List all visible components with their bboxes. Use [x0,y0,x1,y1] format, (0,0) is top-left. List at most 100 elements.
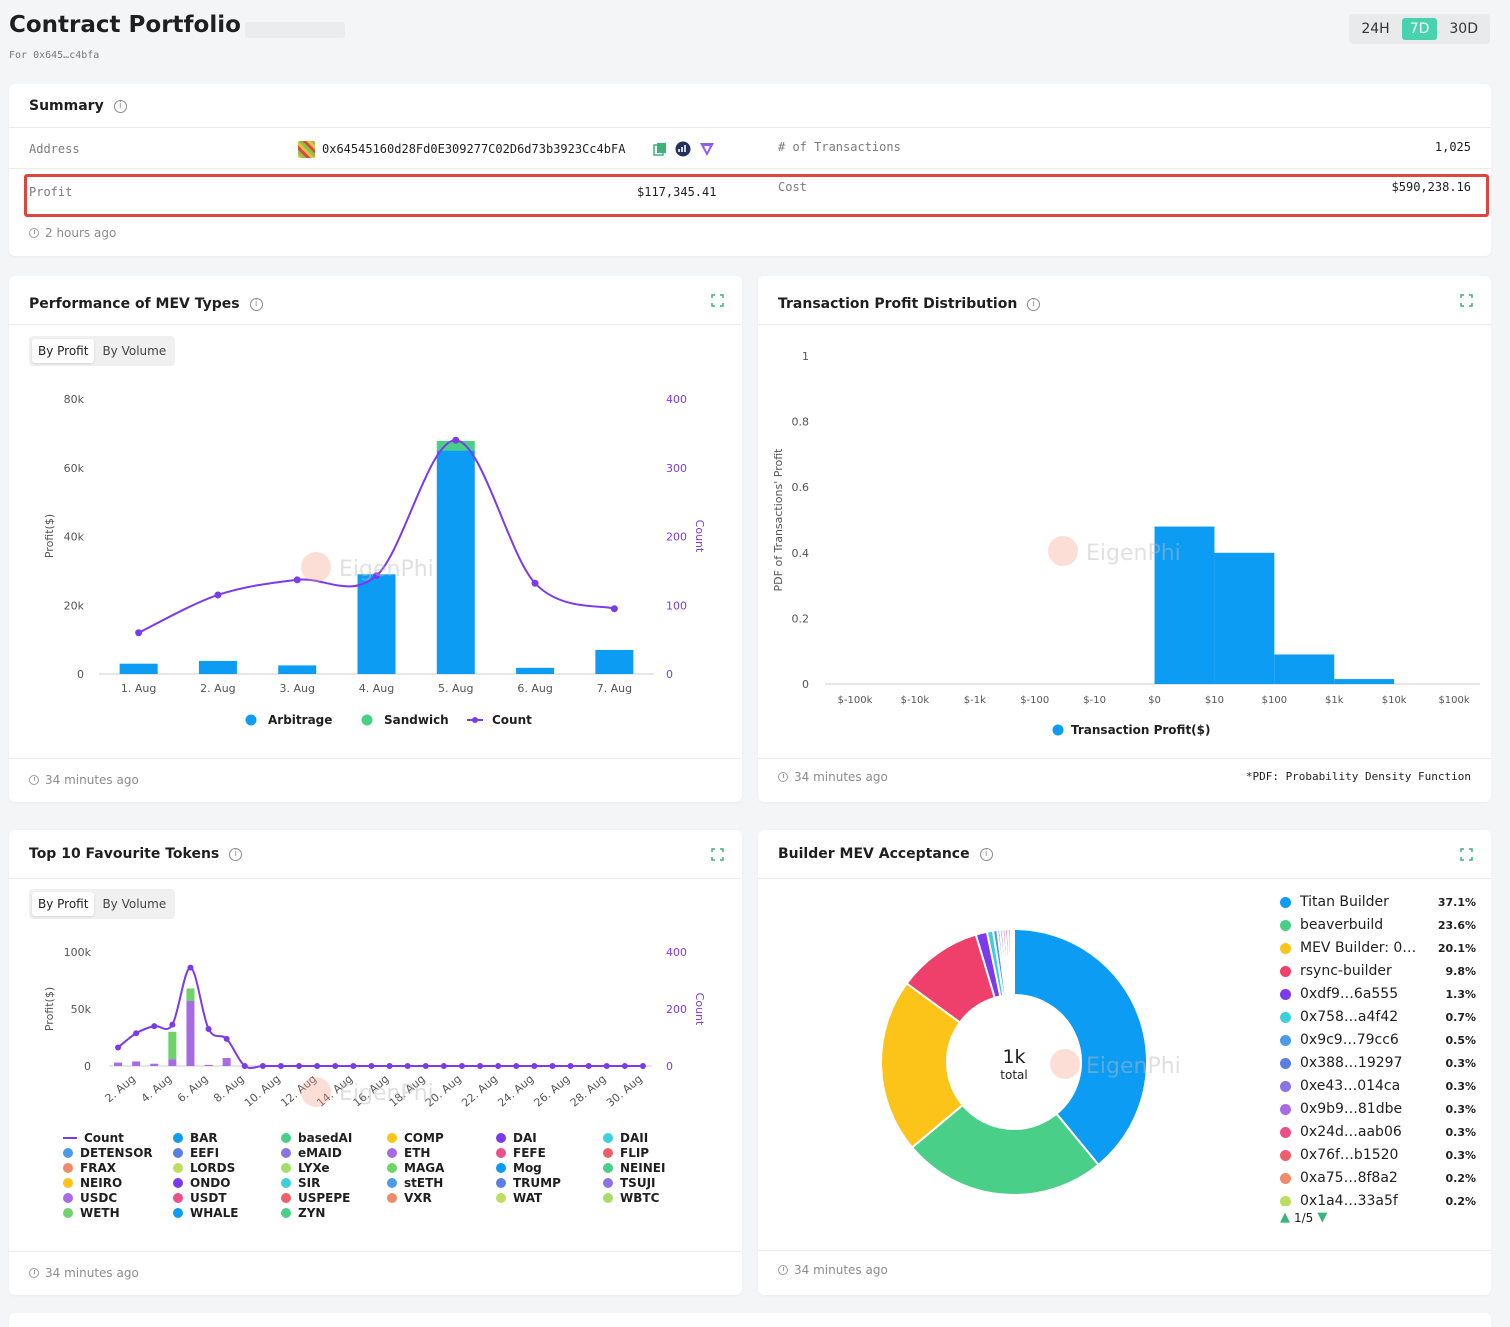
legend-item-wat[interactable]: WAT [496,1191,542,1205]
bar-arbitrage [119,663,158,674]
legend-item-eth[interactable]: ETH [387,1146,430,1160]
legend-item-weth[interactable]: WETH [63,1206,120,1220]
builder-legend-item[interactable]: 0x9c9…79cc6 0.5% [1280,1032,1476,1048]
by-profit-tab[interactable]: By Profit [32,892,95,916]
legend-dot [63,1208,73,1218]
legend-item-vxr[interactable]: VXR [387,1191,432,1205]
builder-legend-item[interactable]: 0x24d…aab06 0.3% [1280,1124,1476,1140]
profit-cost-highlight [24,174,1489,217]
bar-sandwich [436,440,475,451]
pager-prev-icon[interactable]: ▲ [1280,1210,1290,1225]
legend-item-bar[interactable]: BAR [173,1131,218,1145]
builder-legend-item[interactable]: 0x758…a4f42 0.7% [1280,1009,1476,1025]
range-24h-button[interactable]: 24H [1361,21,1390,37]
bar-arbitrage [516,667,555,674]
legend-item-flip[interactable]: FLIP [603,1146,649,1160]
builder-legend-item[interactable]: rsync-builder 9.8% [1280,963,1476,979]
builder-name: Titan Builder [1300,894,1389,910]
builder-legend-item[interactable]: 0x9b9…81dbe 0.3% [1280,1101,1476,1117]
expand-icon[interactable] [1460,848,1473,861]
legend-item-lyxe[interactable]: LYXe [281,1161,330,1175]
eigenphi-logo-icon [301,1077,331,1107]
legend-item-neiro[interactable]: NEIRO [63,1176,122,1190]
legend-dot [281,1133,291,1143]
legend-dot [281,1163,291,1173]
x-tick-label: 26. Aug [532,1072,573,1109]
count-point [241,1063,248,1069]
builder-legend-item[interactable]: 0xa75…8f8a2 0.2% [1280,1170,1476,1186]
builder-legend-item[interactable]: 0xdf9…6a555 1.3% [1280,986,1476,1002]
legend-item-comp[interactable]: COMP [387,1131,444,1145]
etherscan-icon[interactable] [675,141,691,157]
builder-percent: 20.1% [1437,941,1476,955]
watermark-text: EigenPhi [339,557,434,582]
range-30d-button[interactable]: 30D [1449,21,1478,37]
legend-item-lords[interactable]: LORDS [173,1161,235,1175]
legend-item-count[interactable]: Count [63,1131,124,1145]
expand-icon[interactable] [1460,294,1473,307]
legend-label: TRUMP [513,1176,561,1190]
legend-label: WETH [80,1206,120,1220]
legend-item-fefe[interactable]: FEFE [496,1146,546,1160]
legend-item-dai[interactable]: DAI [496,1131,537,1145]
legend-item-zyn[interactable]: ZYN [281,1206,325,1220]
builder-percent: 9.8% [1445,964,1476,978]
info-icon[interactable]: i [1027,297,1041,311]
legend-item-basedai[interactable]: basedAI [281,1131,352,1145]
legend-item-steth[interactable]: stETH [387,1176,443,1190]
builder-legend-item[interactable]: beaverbuild 23.6% [1280,917,1476,933]
legend-item-trump[interactable]: TRUMP [496,1176,561,1190]
legend-dot [1280,1195,1291,1206]
expand-icon[interactable] [711,848,724,861]
builder-percent: 0.5% [1445,1033,1476,1047]
info-icon[interactable]: i [229,847,243,861]
legend-dot [387,1193,397,1203]
legend-dot [496,1133,506,1143]
by-volume-tab[interactable]: By Volume [102,344,167,358]
legend-item-usdc[interactable]: USDC [63,1191,117,1205]
expand-icon[interactable] [711,294,724,307]
builder-legend-item[interactable]: MEV Builder: 0… 20.1% [1280,940,1476,956]
legend-item-whale[interactable]: WHALE [173,1206,238,1220]
legend-item-ondo[interactable]: ONDO [173,1176,230,1190]
legend-item-eefi[interactable]: EEFI [173,1146,219,1160]
by-profit-tab[interactable]: By Profit [32,339,95,363]
legend-dot [173,1208,183,1218]
explorer-icon[interactable] [699,141,715,157]
builder-legend-item[interactable]: 0xe43…014ca 0.3% [1280,1078,1476,1094]
legend-item-mog[interactable]: Mog [496,1161,542,1175]
legend-item-maga[interactable]: MAGA [387,1161,444,1175]
pager-next-icon[interactable]: ▼ [1317,1210,1328,1225]
builder-legend-item[interactable]: 0x388…19297 0.3% [1280,1055,1476,1071]
info-icon[interactable]: i [979,847,993,861]
by-volume-tab[interactable]: By Volume [102,897,167,911]
legend-item-usdt[interactable]: USDT [173,1191,227,1205]
legend-item-uspepe[interactable]: USPEPE [281,1191,350,1205]
y-tick-label: 60k [64,462,85,475]
builder-legend-item[interactable]: 0x76f…b1520 0.3% [1280,1147,1476,1163]
address-value[interactable]: 0x64545160d28Fd0E309277C02D6d73b3923Cc4b… [322,142,626,156]
x-tick-label: $-10k [901,695,930,706]
legend-label: FLIP [620,1146,650,1160]
legend-item-sir[interactable]: SIR [281,1176,320,1190]
legend-item-detensor[interactable]: DETENSOR [63,1146,153,1160]
x-tick-label: 22. Aug [459,1072,500,1109]
legend-item-daii[interactable]: DAII [603,1131,648,1145]
legend-item-tsuji[interactable]: TSUJI [603,1176,656,1190]
x-tick-label: $10 [1205,695,1224,706]
legend-item-neinei[interactable]: NEINEI [603,1161,665,1175]
legend-label: DAI [513,1131,537,1145]
builder-legend-item[interactable]: Titan Builder 37.1% [1280,894,1476,910]
info-icon[interactable]: i [249,297,263,311]
builder-name: 0x9b9…81dbe [1300,1101,1403,1117]
info-icon[interactable]: i [113,99,127,113]
builder-legend-item[interactable]: 0x1a4…33a5f 0.2% [1280,1193,1476,1206]
profit-distribution-title-text: Transaction Profit Distribution [778,296,1018,312]
copy-icon[interactable] [653,142,667,156]
legend-item-wbtc[interactable]: WBTC [603,1191,659,1205]
legend-dot [173,1163,183,1173]
x-tick-label: $-100k [838,695,873,706]
range-7d-button[interactable]: 7D [1401,18,1438,40]
legend-item-frax[interactable]: FRAX [63,1161,116,1175]
legend-item-emaid[interactable]: eMAID [281,1146,342,1160]
